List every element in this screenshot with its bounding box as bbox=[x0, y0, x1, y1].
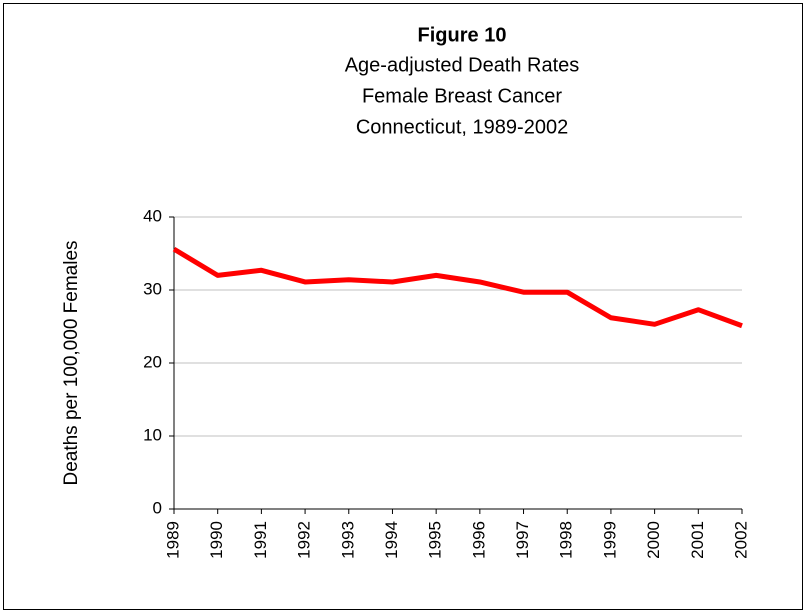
y-tick-label: 10 bbox=[143, 425, 162, 444]
x-tick-label: 1996 bbox=[469, 521, 488, 559]
x-tick-label: 2001 bbox=[688, 521, 707, 559]
x-tick-label: 2002 bbox=[731, 521, 750, 559]
y-axis-label: Deaths per 100,000 Females bbox=[61, 240, 82, 485]
x-tick-label: 1999 bbox=[600, 521, 619, 559]
x-tick-label: 1995 bbox=[426, 521, 445, 559]
y-tick-label: 20 bbox=[143, 352, 162, 371]
y-tick-label: 0 bbox=[153, 498, 162, 517]
chart-subtitle: Age-adjusted Death Rates bbox=[345, 54, 580, 76]
x-tick-label: 1997 bbox=[513, 521, 532, 559]
x-tick-label: 1994 bbox=[382, 521, 401, 559]
x-tick-label: 1992 bbox=[295, 521, 314, 559]
x-tick-label: 1990 bbox=[207, 521, 226, 559]
chart-subtitle: Connecticut, 1989-2002 bbox=[356, 116, 568, 138]
x-tick-label: 1991 bbox=[251, 521, 270, 559]
data-line bbox=[172, 246, 743, 329]
x-tick-label: 1998 bbox=[557, 521, 576, 559]
chart-subtitle: Female Breast Cancer bbox=[362, 85, 562, 107]
x-tick-label: 1989 bbox=[163, 521, 182, 559]
chart-title: Figure 10 bbox=[418, 24, 507, 46]
y-tick-label: 40 bbox=[143, 206, 162, 225]
x-tick-label: 2000 bbox=[644, 521, 663, 559]
x-tick-label: 1993 bbox=[338, 521, 357, 559]
y-tick-label: 30 bbox=[143, 279, 162, 298]
